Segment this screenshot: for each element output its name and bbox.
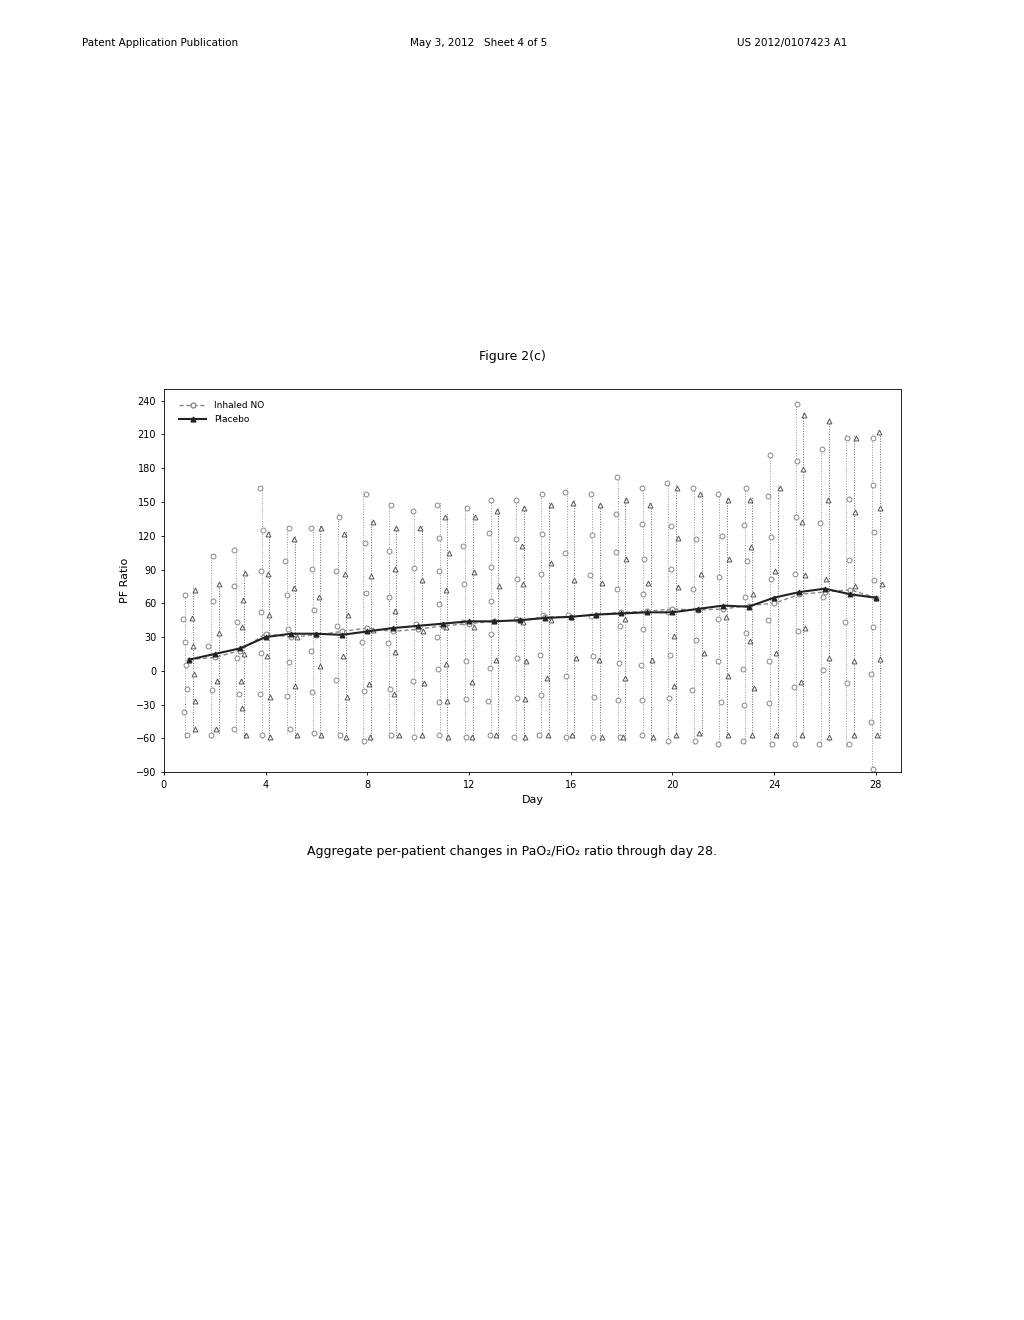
- X-axis label: Day: Day: [521, 796, 544, 805]
- Text: Aggregate per-patient changes in PaO₂/FiO₂ ratio through day 28.: Aggregate per-patient changes in PaO₂/Fi…: [307, 845, 717, 858]
- Text: Figure 2(c): Figure 2(c): [478, 350, 546, 363]
- Text: US 2012/0107423 A1: US 2012/0107423 A1: [737, 38, 848, 49]
- Text: Patent Application Publication: Patent Application Publication: [82, 38, 238, 49]
- Text: May 3, 2012   Sheet 4 of 5: May 3, 2012 Sheet 4 of 5: [410, 38, 547, 49]
- Legend: Inhaled NO, Placebo: Inhaled NO, Placebo: [176, 397, 267, 428]
- Y-axis label: PF Ratio: PF Ratio: [120, 558, 130, 603]
